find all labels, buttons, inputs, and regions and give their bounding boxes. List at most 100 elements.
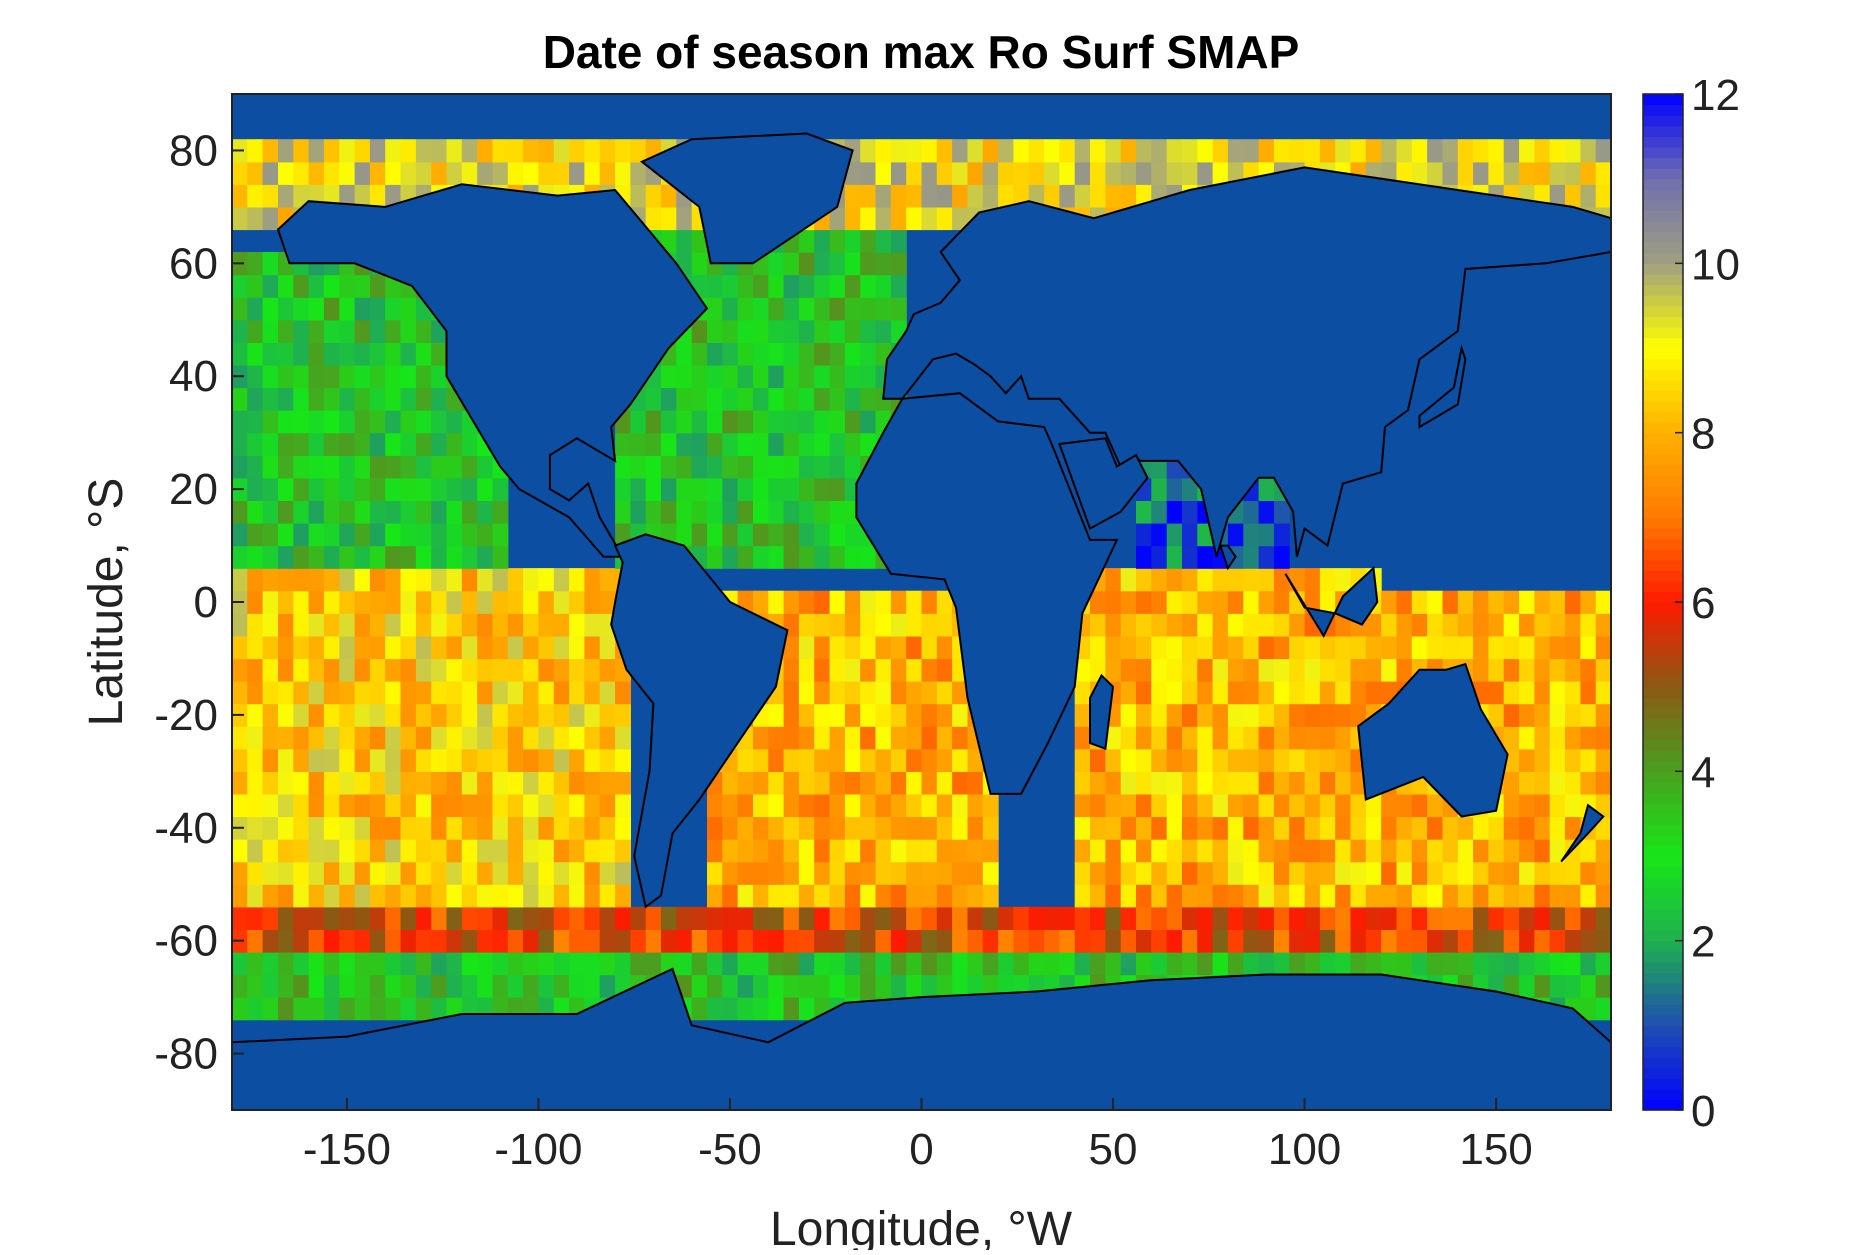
- heatmap-cell: [798, 477, 815, 501]
- heatmap-cell: [982, 793, 999, 818]
- heatmap-cell: [1258, 816, 1275, 840]
- heatmap-cell: [798, 906, 815, 930]
- heatmap-cell: [1304, 861, 1321, 885]
- heatmap-cell: [829, 229, 846, 253]
- heatmap-cell: [1212, 161, 1229, 185]
- heatmap-cell: [1534, 793, 1551, 818]
- heatmap-cell: [461, 500, 478, 524]
- heatmap-cell: [890, 681, 907, 705]
- heatmap-cell: [232, 523, 248, 547]
- heatmap-cell: [1243, 658, 1260, 682]
- heatmap-cell: [553, 929, 570, 953]
- heatmap-cell: [1105, 568, 1122, 592]
- heatmap-cell: [507, 906, 524, 930]
- heatmap-cell: [369, 793, 386, 818]
- heatmap-cell: [354, 387, 371, 411]
- heatmap-cell: [477, 974, 494, 998]
- heatmap-cell: [293, 748, 310, 772]
- colorbar-segment: [1643, 580, 1683, 592]
- heatmap-cell: [860, 748, 877, 772]
- heatmap-cell: [232, 635, 248, 660]
- heatmap-cell: [1503, 929, 1520, 953]
- heatmap-cell: [323, 590, 340, 614]
- heatmap-cell: [1243, 793, 1260, 818]
- colorbar-segment: [1643, 930, 1683, 942]
- heatmap-cell: [369, 545, 386, 569]
- heatmap-cell: [1197, 816, 1214, 840]
- colorbar: [1642, 93, 1684, 1111]
- heatmap-cell: [829, 703, 846, 727]
- heatmap-cell: [339, 500, 356, 524]
- heatmap-cell: [1212, 952, 1229, 976]
- heatmap-cell: [1273, 613, 1290, 637]
- heatmap-cell: [385, 681, 402, 705]
- heatmap-cell: [798, 884, 815, 908]
- heatmap-cell: [1381, 590, 1398, 614]
- heatmap-cell: [1243, 613, 1260, 637]
- colorbar-segment: [1643, 358, 1683, 370]
- heatmap-cell: [1595, 952, 1611, 976]
- heatmap-cell: [1304, 635, 1321, 660]
- heatmap-cell: [354, 319, 371, 343]
- heatmap-cell: [630, 139, 647, 163]
- heatmap-cell: [354, 861, 371, 885]
- heatmap-cell: [415, 816, 432, 840]
- heatmap-cell: [415, 793, 432, 818]
- heatmap-cell: [1197, 839, 1214, 863]
- heatmap-cell: [1166, 681, 1183, 705]
- heatmap-cell: [952, 206, 968, 231]
- heatmap-cell: [584, 161, 601, 185]
- heatmap-cell: [339, 793, 356, 818]
- heatmap-cell: [293, 658, 310, 682]
- colorbar-segment: [1643, 125, 1683, 137]
- colorbar-segment: [1643, 633, 1683, 645]
- heatmap-cell: [354, 184, 371, 208]
- heatmap-cell: [293, 974, 310, 998]
- heatmap-cell: [783, 523, 800, 547]
- heatmap-cell: [875, 229, 892, 253]
- heatmap-cell: [523, 839, 539, 863]
- heatmap-cell: [369, 884, 386, 908]
- colorbar-segment: [1643, 411, 1683, 423]
- heatmap-cell: [446, 590, 463, 614]
- heatmap-cell: [890, 184, 907, 208]
- heatmap-cell: [1442, 635, 1459, 660]
- heatmap-cell: [936, 161, 953, 185]
- colorbar-tick-label: 12: [1691, 71, 1740, 120]
- heatmap-cell: [1120, 161, 1137, 185]
- colorbar-segment: [1643, 178, 1683, 190]
- heatmap-cell: [553, 906, 570, 930]
- heatmap-cell: [415, 432, 432, 456]
- heatmap-cell: [1166, 726, 1183, 750]
- heatmap-cell: [630, 432, 647, 456]
- heatmap-cell: [1120, 839, 1137, 863]
- heatmap-cell: [1074, 726, 1091, 750]
- heatmap-cell: [1396, 861, 1413, 885]
- heatmap-cell: [1580, 884, 1597, 908]
- heatmap-cell: [1350, 884, 1367, 908]
- heatmap-cell: [1273, 952, 1290, 976]
- heatmap-cell: [737, 793, 754, 818]
- heatmap-cell: [921, 906, 938, 930]
- heatmap-cell: [569, 816, 585, 840]
- heatmap-cell: [1549, 974, 1566, 998]
- heatmap-cell: [400, 477, 417, 501]
- heatmap-cell: [354, 793, 371, 818]
- heatmap-cell: [569, 974, 585, 998]
- heatmap-cell: [1120, 139, 1137, 163]
- heatmap-cell: [308, 906, 325, 930]
- heatmap-cell: [323, 884, 340, 908]
- colorbar-segment: [1643, 527, 1683, 540]
- heatmap-cell: [293, 681, 310, 705]
- heatmap-cell: [1136, 952, 1152, 976]
- heatmap-cell: [385, 410, 402, 434]
- heatmap-cell: [1304, 839, 1321, 863]
- heatmap-cell: [278, 545, 294, 569]
- heatmap-cell: [293, 635, 310, 660]
- heatmap-cell: [1182, 839, 1198, 863]
- heatmap-cell: [385, 658, 402, 682]
- heatmap-cell: [829, 545, 846, 569]
- heatmap-cell: [1212, 681, 1229, 705]
- heatmap-cell: [1580, 861, 1597, 885]
